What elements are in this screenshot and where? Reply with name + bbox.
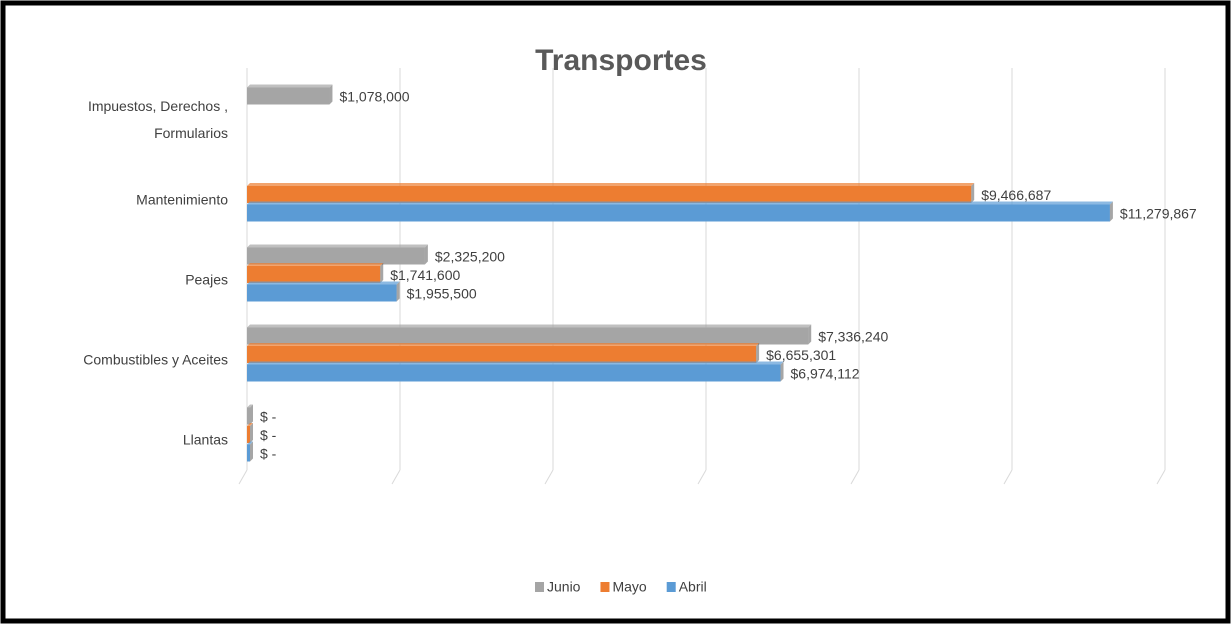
bar [247,204,1110,222]
bar-depth [329,84,333,105]
data-label: $2,325,200 [435,249,505,265]
legend-label: Mayo [612,579,646,595]
bar-depth [808,324,812,345]
bar-depth [250,423,253,443]
bar [247,346,757,363]
bar-top [247,324,812,328]
bar-depth [756,343,760,363]
y-tick-label: Llantas [182,431,228,448]
bar [247,364,781,382]
bar [247,186,972,203]
y-tick-label: Impuestos, Derechos , Formularios [87,98,228,141]
data-label: $11,279,867 [1120,206,1197,222]
data-label: $6,974,112 [791,366,860,382]
bar [247,444,250,462]
bar-depth [971,183,975,203]
data-label: $ - [260,427,277,443]
chart-title: Transportes [535,44,707,77]
y-tick-label: Mantenimiento [136,191,228,208]
bar-top [247,201,1113,205]
data-label: $9,466,687 [981,187,1051,203]
grid-floor [391,469,401,485]
bar-depth [250,441,253,462]
bar-top [247,84,333,88]
bar [247,407,250,425]
bar [247,247,425,265]
legend-label: Junio [547,579,581,595]
legend-swatch [666,582,676,592]
bar-top [247,183,975,186]
bar [247,87,330,105]
bar-depth [380,263,384,283]
bar [247,266,381,283]
bar-top [247,361,784,365]
legend-swatch [535,582,544,592]
bar-top [247,263,384,266]
bar-depth [396,281,400,302]
data-label: $6,655,301 [766,347,836,363]
data-label: $1,955,500 [407,286,477,302]
bar-top [247,244,428,248]
y-tick-label: Combustibles y Aceites [83,351,228,368]
grid-floor [1156,469,1166,485]
bar-top [247,441,253,445]
data-label: $ - [260,446,277,462]
bar-top [247,281,400,285]
data-label: $1,741,600 [390,267,460,283]
legend-label: Abril [679,579,707,595]
bar-depth [1109,201,1113,222]
bar-top [247,423,253,426]
bar-top [247,343,760,346]
bar [247,426,250,443]
legend-swatch [600,582,610,592]
bar-depth [780,361,784,382]
data-label: $ - [260,409,277,425]
grid-floor [697,469,707,485]
grid-floor [1003,469,1013,485]
bar [247,327,809,345]
grid-floor [544,469,554,485]
grid-floor [850,469,860,485]
data-label: $1,078,000 [339,89,409,105]
grid-floor [238,469,248,485]
bar [247,284,397,302]
bar-depth [250,404,253,425]
bar-depth [424,244,428,265]
y-tick-label: Peajes [185,271,228,288]
data-label: $7,336,240 [818,329,888,345]
bar-top [247,404,253,408]
